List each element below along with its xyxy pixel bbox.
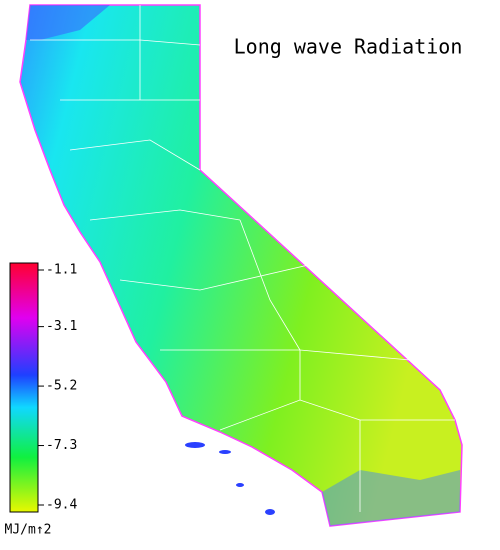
county-lines — [30, 5, 455, 512]
islands — [185, 442, 275, 515]
colorbar-unit: MJ/m↑2 — [5, 523, 52, 538]
colorbar-tick-label: -9.4 — [46, 498, 77, 513]
colorbar-tick-label: -5.2 — [46, 379, 77, 394]
south-zone — [322, 470, 460, 526]
colorbar-tick-label: -7.3 — [46, 438, 77, 453]
north-coast-zone — [26, 5, 110, 40]
california — [19, 4, 463, 527]
colorbar-ticks: -1.1 -3.1 -5.2 -7.3 -9.4 — [38, 263, 77, 513]
map-title: Long wave Radiation — [234, 35, 463, 59]
colorbar-tick-label: -3.1 — [46, 319, 77, 334]
state-shape — [19, 4, 463, 527]
colorbar-tick-label: -1.1 — [46, 263, 77, 278]
colorbar — [9, 262, 39, 513]
